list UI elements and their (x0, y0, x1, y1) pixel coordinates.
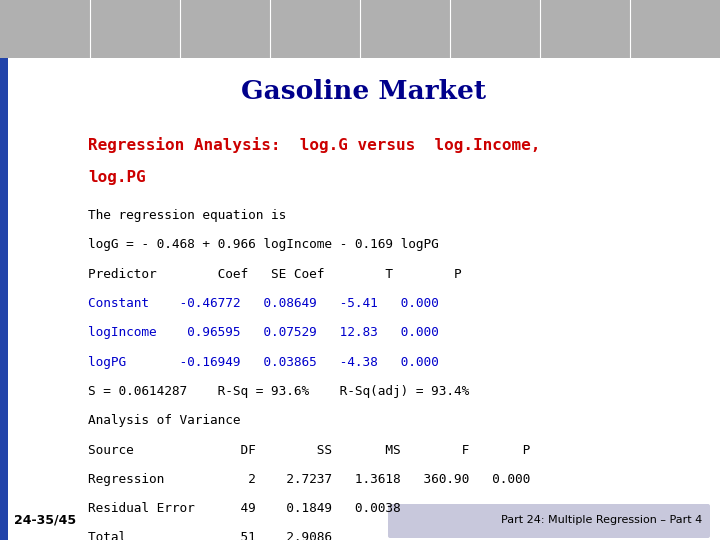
Text: Source              DF        SS       MS        F       P: Source DF SS MS F P (88, 443, 530, 456)
Text: Regression Analysis:  log.G versus  log.Income,: Regression Analysis: log.G versus log.In… (88, 137, 541, 153)
Text: logPG       -0.16949   0.03865   -4.38   0.000: logPG -0.16949 0.03865 -4.38 0.000 (88, 356, 438, 369)
Text: S = 0.0614287    R-Sq = 93.6%    R-Sq(adj) = 93.4%: S = 0.0614287 R-Sq = 93.6% R-Sq(adj) = 9… (88, 385, 469, 398)
Text: logG = - 0.468 + 0.966 logIncome - 0.169 logPG: logG = - 0.468 + 0.966 logIncome - 0.169… (88, 239, 438, 252)
Text: Total               51    2.9086: Total 51 2.9086 (88, 531, 332, 540)
Text: Regression           2    2.7237   1.3618   360.90   0.000: Regression 2 2.7237 1.3618 360.90 0.000 (88, 473, 530, 486)
Text: 24-35/45: 24-35/45 (14, 514, 76, 526)
Text: logIncome    0.96595   0.07529   12.83   0.000: logIncome 0.96595 0.07529 12.83 0.000 (88, 326, 438, 339)
Text: The regression equation is: The regression equation is (88, 209, 287, 222)
Text: Residual Error      49    0.1849   0.0038: Residual Error 49 0.1849 0.0038 (88, 502, 400, 515)
Text: Analysis of Variance: Analysis of Variance (88, 414, 240, 427)
Bar (0, 0, 720, 58)
Text: Part 24: Multiple Regression – Part 4: Part 24: Multiple Regression – Part 4 (500, 515, 702, 525)
Bar (0, 58, 8, 540)
Text: Predictor        Coef   SE Coef        T        P: Predictor Coef SE Coef T P (88, 268, 462, 281)
Text: log.PG: log.PG (88, 171, 145, 185)
FancyBboxPatch shape (388, 504, 710, 538)
Text: Gasoline Market: Gasoline Market (241, 79, 487, 104)
Text: Constant    -0.46772   0.08649   -5.41   0.000: Constant -0.46772 0.08649 -5.41 0.000 (88, 297, 438, 310)
